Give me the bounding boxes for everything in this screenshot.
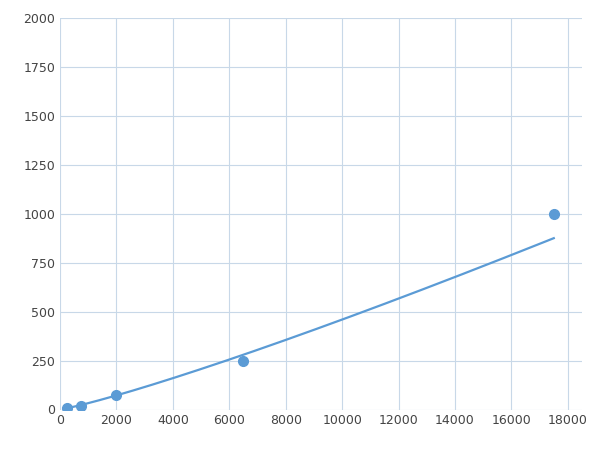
Point — [62, 405, 72, 412]
Point — [239, 357, 248, 364]
Point — [112, 391, 121, 398]
Point — [76, 402, 86, 410]
Point — [549, 210, 559, 217]
